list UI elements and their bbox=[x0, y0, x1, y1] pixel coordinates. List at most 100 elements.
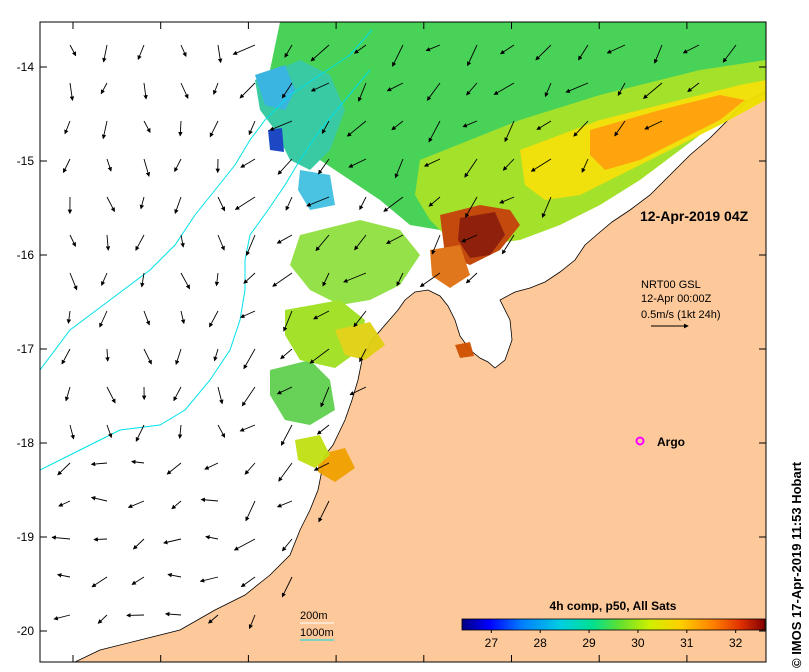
current-vector bbox=[180, 234, 185, 248]
current-vector bbox=[504, 120, 515, 143]
current-vector bbox=[213, 348, 219, 362]
current-vectors bbox=[51, 44, 737, 630]
current-vector bbox=[106, 424, 113, 439]
current-vector bbox=[464, 158, 478, 178]
current-vector bbox=[284, 44, 293, 58]
current-vector bbox=[276, 386, 293, 395]
current-vector bbox=[269, 120, 293, 131]
current-vector bbox=[687, 82, 700, 93]
current-vector bbox=[131, 576, 145, 585]
current-vector bbox=[245, 500, 256, 522]
current-vector bbox=[53, 614, 71, 621]
current-vector bbox=[359, 196, 367, 211]
current-vector bbox=[232, 44, 256, 55]
current-vector bbox=[248, 120, 256, 136]
current-vector bbox=[90, 461, 108, 467]
current-vector bbox=[61, 348, 71, 365]
current-vector bbox=[536, 120, 552, 130]
contour-legend-200: 200m bbox=[300, 610, 328, 622]
current-vector bbox=[217, 424, 226, 438]
current-vector bbox=[283, 310, 293, 332]
current-vector bbox=[644, 120, 663, 130]
current-vector bbox=[354, 234, 367, 251]
current-vector bbox=[386, 82, 404, 92]
current-vector bbox=[614, 120, 626, 137]
current-vector bbox=[135, 424, 145, 442]
current-vector bbox=[178, 120, 183, 137]
current-vector bbox=[425, 44, 441, 52]
current-vector bbox=[177, 424, 183, 439]
current-vector bbox=[349, 386, 367, 396]
current-vector bbox=[248, 614, 256, 630]
current-vector bbox=[493, 82, 515, 95]
current-vector bbox=[166, 462, 182, 475]
current-vector bbox=[143, 158, 151, 177]
current-vector bbox=[606, 44, 626, 54]
current-vector bbox=[276, 500, 293, 508]
current-vector bbox=[391, 120, 404, 131]
current-vector bbox=[280, 348, 293, 360]
current-vector bbox=[69, 234, 76, 247]
current-vector bbox=[306, 196, 330, 207]
current-vector bbox=[167, 572, 182, 578]
current-vector bbox=[321, 120, 330, 134]
lat-tick-label: -16 bbox=[17, 248, 35, 262]
current-vector bbox=[573, 120, 589, 137]
current-vector bbox=[310, 44, 330, 62]
current-vector bbox=[127, 500, 145, 509]
lat-tick-label: -20 bbox=[17, 624, 35, 638]
current-vector bbox=[722, 44, 737, 63]
current-vector bbox=[281, 82, 293, 99]
credit-text-container: © IMOS 17-Apr-2019 11:53 Hobart bbox=[786, 392, 806, 668]
current-vector bbox=[643, 82, 663, 99]
current-vector bbox=[69, 44, 77, 57]
lat-tick-label: -14 bbox=[17, 60, 35, 74]
current-info-line2: 12-Apr 00:00Z bbox=[641, 293, 712, 305]
current-vector bbox=[69, 424, 75, 440]
current-vector bbox=[171, 500, 182, 510]
current-vector bbox=[541, 196, 552, 218]
current-vector bbox=[359, 348, 367, 363]
current-vector bbox=[428, 196, 441, 207]
current-vector bbox=[163, 538, 182, 545]
current-vector bbox=[217, 196, 226, 212]
current-vector bbox=[466, 82, 478, 96]
current-vector bbox=[310, 82, 330, 92]
current-vector bbox=[315, 234, 330, 252]
current-vector bbox=[318, 500, 330, 523]
current-vector bbox=[100, 82, 108, 95]
current-vector bbox=[106, 196, 115, 213]
current-vector bbox=[318, 158, 330, 175]
current-vector bbox=[383, 196, 404, 212]
current-vector bbox=[101, 272, 108, 286]
map-frame bbox=[39, 21, 767, 663]
current-vector bbox=[58, 500, 71, 507]
current-vector bbox=[180, 44, 187, 57]
current-vector bbox=[245, 234, 256, 256]
current-vector bbox=[281, 576, 293, 598]
current-vector bbox=[530, 158, 552, 172]
land-australia bbox=[74, 91, 766, 662]
current-vector bbox=[204, 462, 219, 470]
current-vector bbox=[565, 82, 589, 93]
current-vector bbox=[131, 459, 145, 465]
current-vector bbox=[426, 82, 441, 101]
current-vector bbox=[214, 272, 220, 287]
current-vector bbox=[281, 538, 293, 552]
current-vector bbox=[102, 44, 108, 63]
current-vector bbox=[243, 348, 256, 370]
current-vector bbox=[105, 234, 111, 251]
sst-field bbox=[255, 22, 766, 482]
current-vector bbox=[69, 82, 75, 101]
current-vector bbox=[66, 310, 72, 324]
current-vector bbox=[353, 310, 367, 328]
current-vector bbox=[140, 272, 145, 288]
current-vector bbox=[535, 44, 552, 61]
current-vector bbox=[90, 496, 108, 502]
current-vector bbox=[233, 538, 256, 551]
current-vector bbox=[241, 386, 256, 407]
current-vector bbox=[239, 82, 256, 99]
current-vector bbox=[99, 310, 108, 328]
current-vector bbox=[501, 234, 515, 255]
